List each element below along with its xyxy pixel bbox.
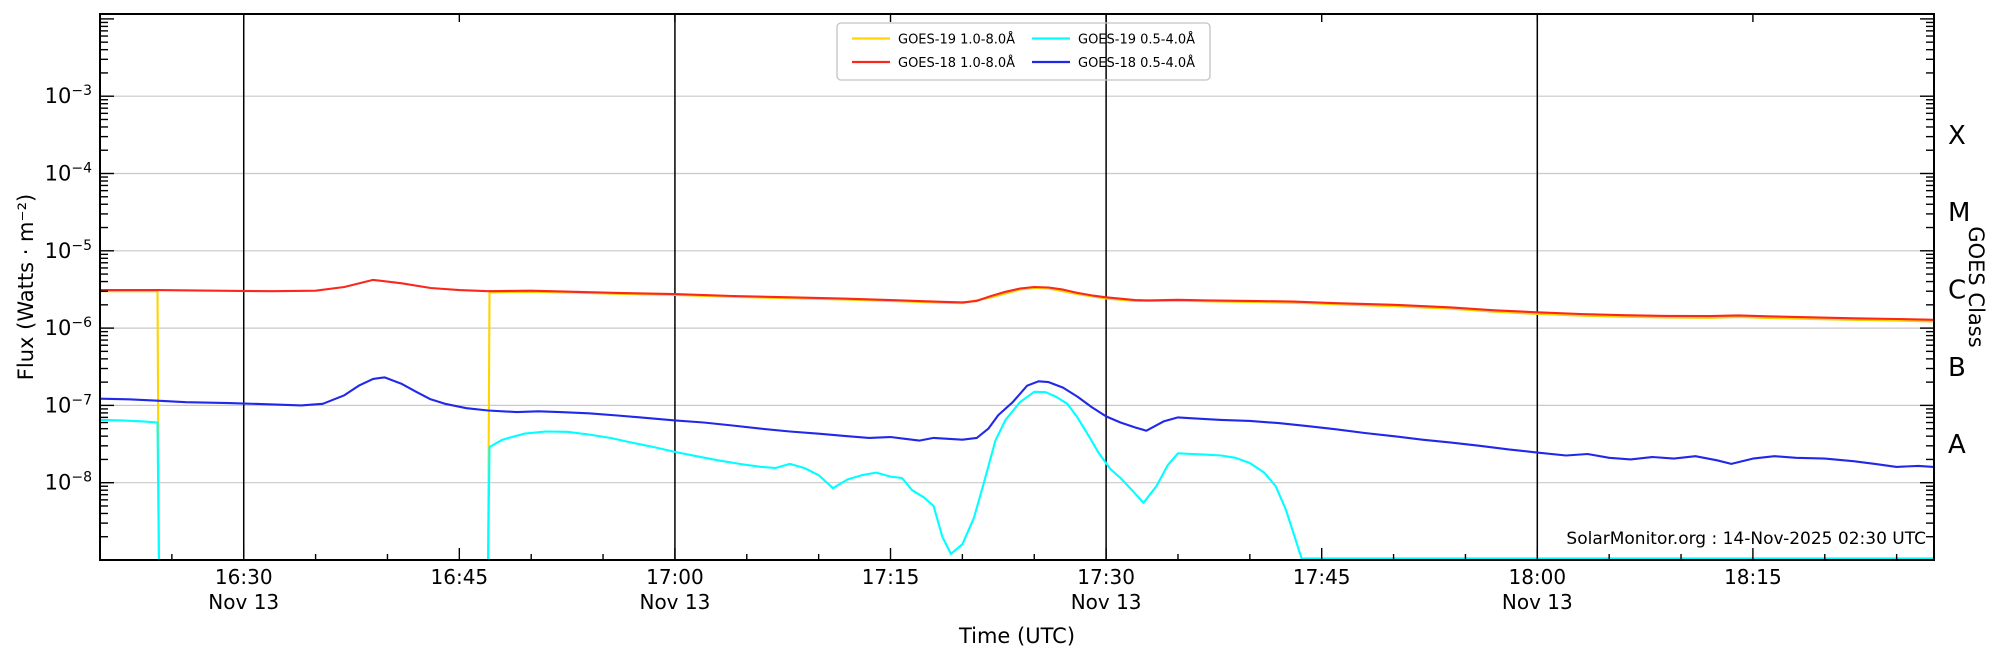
x-ticks (99, 14, 1898, 560)
x-tick-label: 18:00 (1508, 565, 1566, 589)
goes-class-x: X (1948, 121, 1966, 151)
x-date-label: Nov 13 (208, 590, 279, 614)
x-tick-label: 16:45 (431, 565, 489, 589)
series-line-goes19-short (100, 418, 160, 560)
legend-label: GOES-18 1.0-8.0Å (898, 55, 1015, 71)
x-date-label: Nov 13 (639, 590, 710, 614)
y-tick-label: 10−5 (45, 238, 92, 263)
y-tick-label: 10−8 (45, 470, 92, 495)
legend-box (836, 22, 1211, 81)
x-tick-label: 17:15 (862, 565, 920, 589)
legend-label: GOES-18 0.5-4.0Å (1078, 55, 1195, 71)
y-tick-label: 10−3 (45, 83, 92, 108)
x-tick-label: 18:15 (1724, 565, 1782, 589)
y-tick-label: 10−7 (45, 392, 92, 417)
series-line-goes18-long (100, 278, 1934, 321)
x-tick-label: 17:00 (646, 565, 704, 589)
y-tick-label: 10−6 (45, 315, 92, 340)
goes-class-m: M (1948, 198, 1970, 228)
y-tick-label: 10−4 (45, 161, 92, 186)
x-tick-label: 16:30 (215, 565, 273, 589)
series-group (100, 278, 1934, 560)
goes-class-letters: X M C B A (1948, 121, 1970, 460)
event-lines (242, 14, 1539, 560)
x-axis-label-time: Time (UTC) (958, 624, 1076, 648)
plot-border (99, 13, 1935, 561)
legend-label: GOES-19 0.5-4.0Å (1078, 32, 1195, 48)
y-axis-label-flux: Flux (Watts · m⁻²) (14, 193, 38, 381)
series-line-goes19-short (487, 390, 1934, 560)
series-goes18-short (100, 376, 1934, 468)
series-goes19-short (100, 390, 1934, 560)
goes-class-b: B (1948, 353, 1966, 383)
series-goes18-long (100, 278, 1934, 321)
series-line-goes19-long (100, 290, 160, 560)
x-tick-label: 17:45 (1293, 565, 1351, 589)
solarmonitor-timestamp: SolarMonitor.org : 14-Nov-2025 02:30 UTC (1566, 529, 1926, 549)
y-tick-labels: 10−3 10−4 10−5 10−6 10−7 10−8 (45, 83, 92, 495)
goes-class-c: C (1948, 275, 1966, 305)
y-axis-label-goes-class: GOES Class (1964, 226, 1988, 348)
x-tick-label: 17:30 (1077, 565, 1135, 589)
legend-label: GOES-19 1.0-8.0Å (898, 32, 1015, 48)
series-line-goes18-short (100, 376, 1934, 468)
x-date-label: Nov 13 (1502, 590, 1573, 614)
x-date-label: Nov 13 (1071, 590, 1142, 614)
goes-class-a: A (1948, 430, 1966, 460)
y-ticks (100, 18, 1934, 538)
legend: GOES-19 1.0-8.0Å GOES-18 1.0-8.0Å GOES-19 … (836, 22, 1211, 81)
